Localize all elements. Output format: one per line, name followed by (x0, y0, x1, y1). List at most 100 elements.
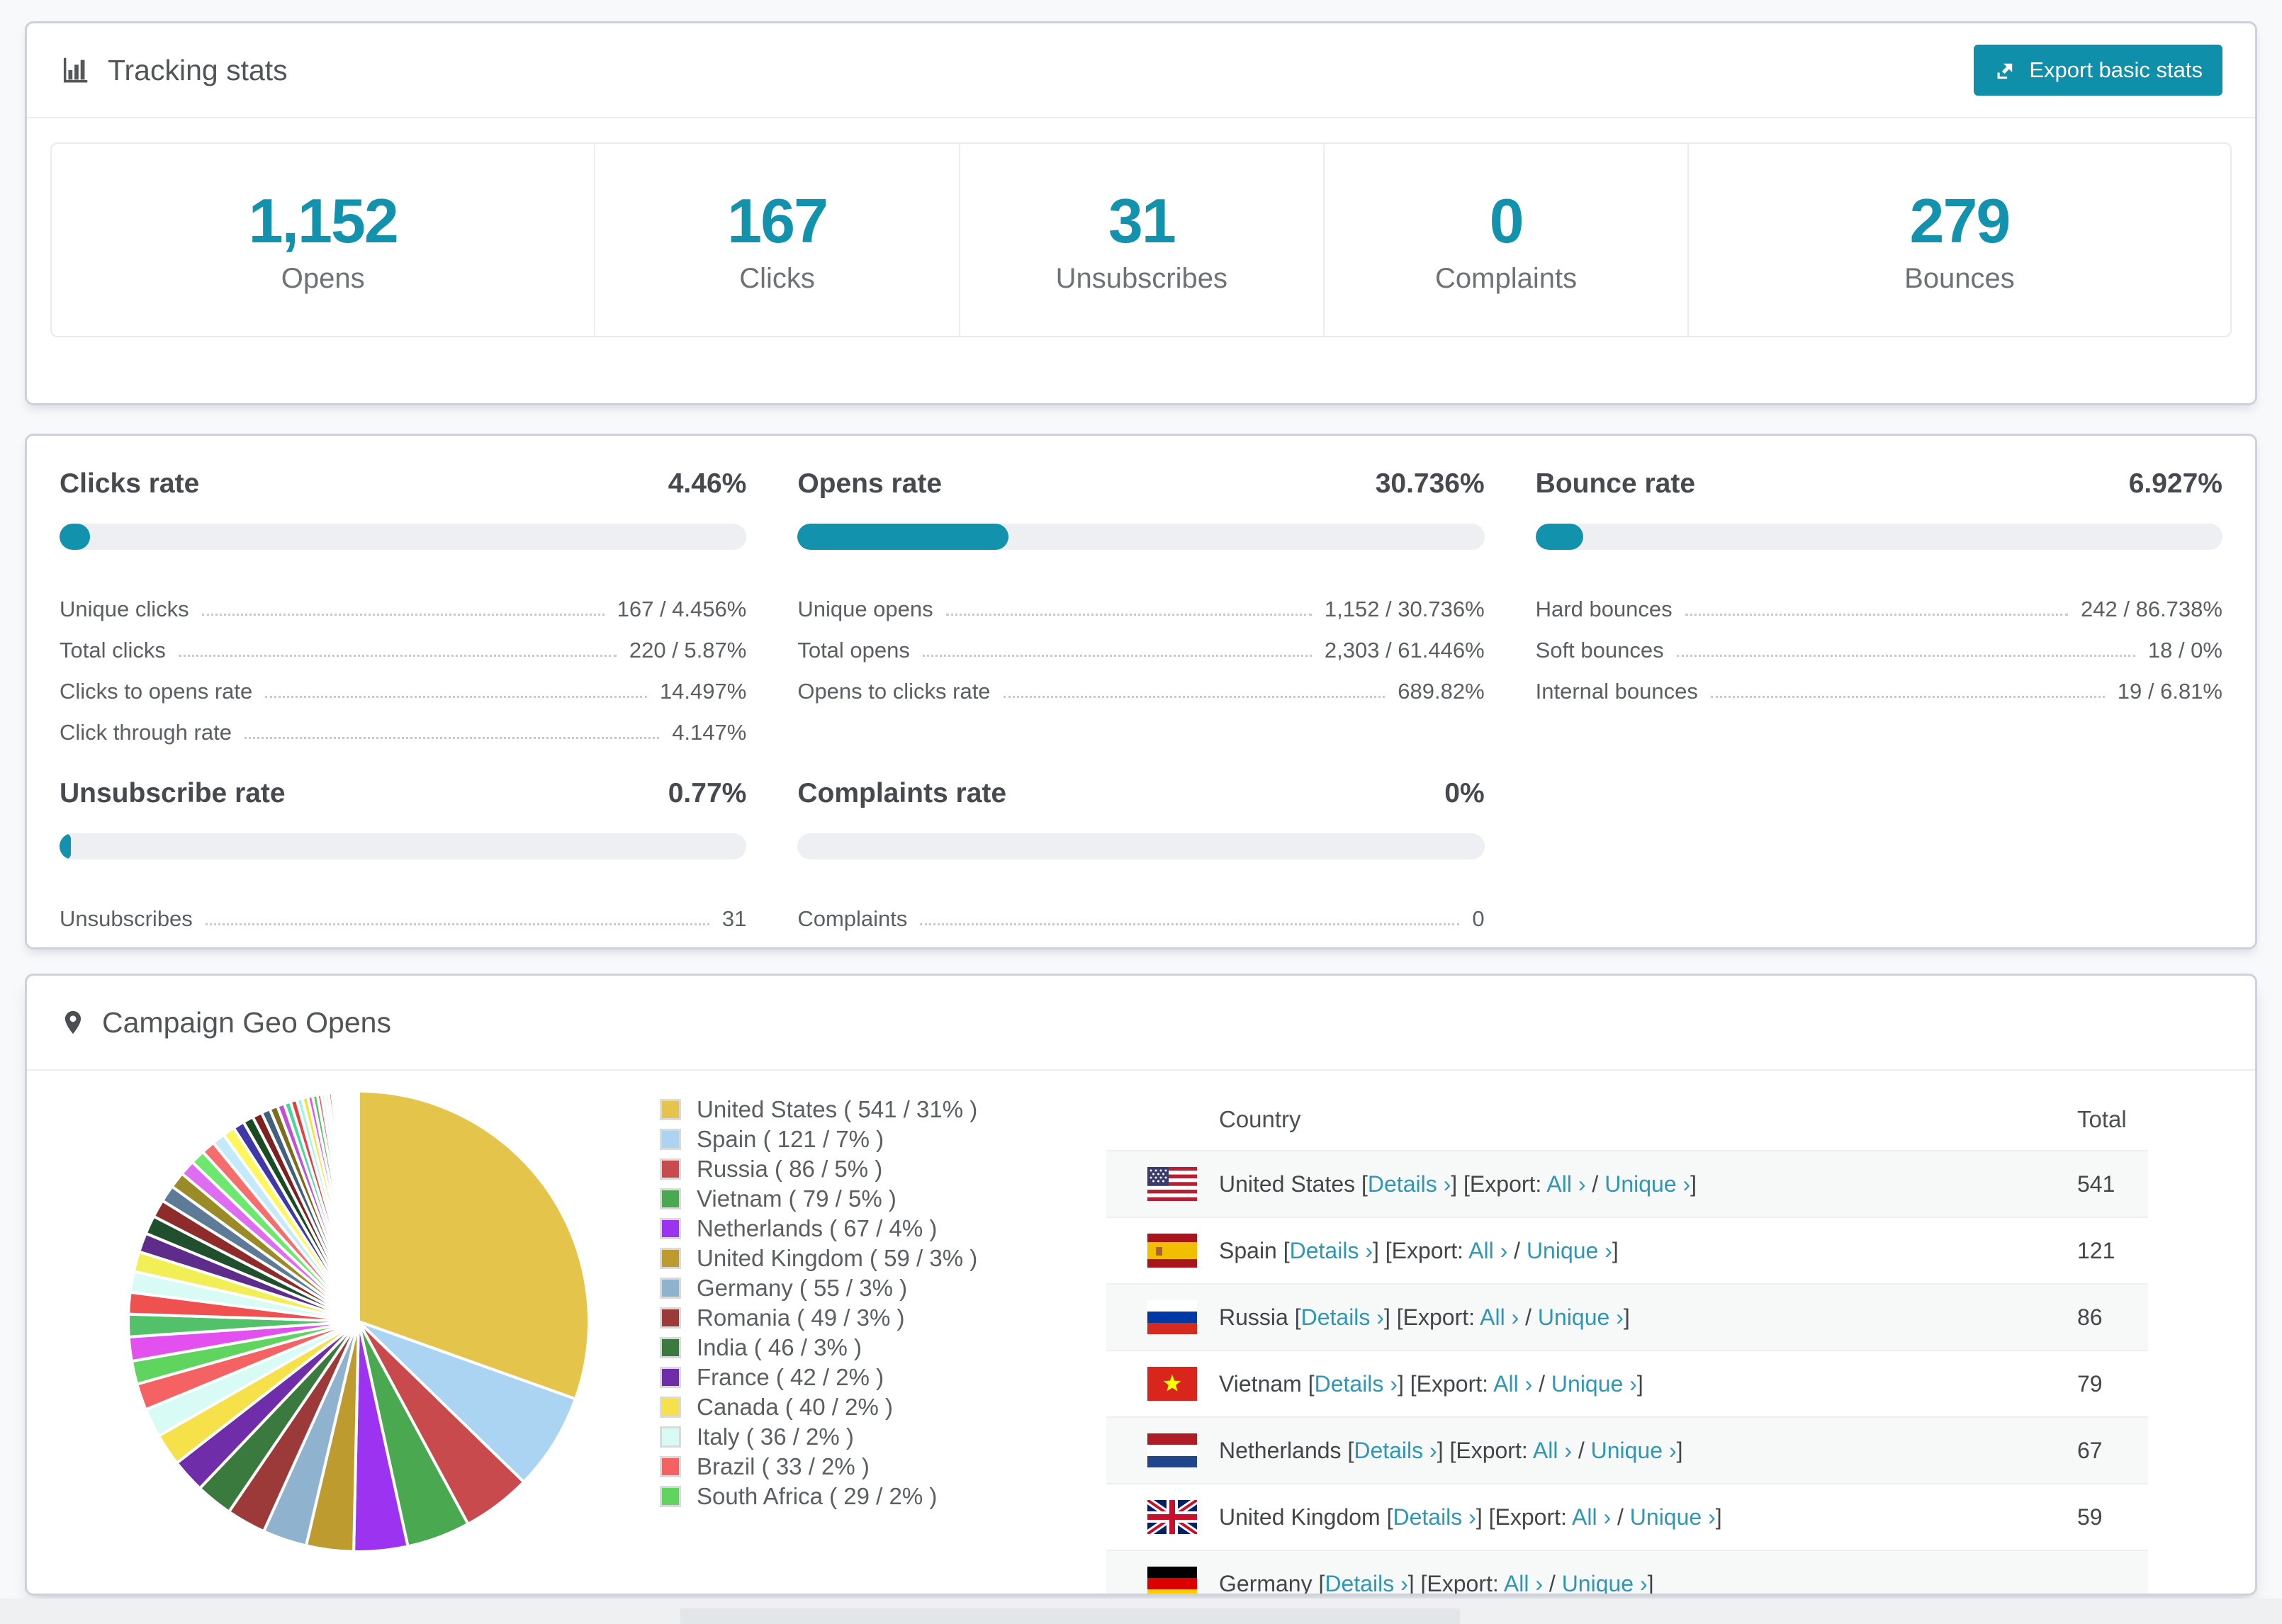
legend-swatch (660, 1307, 681, 1329)
details-link[interactable]: Details › (1393, 1504, 1476, 1530)
metric-value: 242 / 86.738% (2081, 597, 2222, 621)
export-unique-link[interactable]: Unique › (1526, 1237, 1612, 1263)
legend-item-russia: Russia ( 86 / 5% ) (660, 1154, 977, 1184)
metric-label: Total clicks (60, 638, 166, 662)
geo-table: Country Total United States [Details ›] … (1106, 1089, 2148, 1596)
legend-label: Germany ( 55 / 3% ) (697, 1275, 908, 1301)
export-all-link[interactable]: All › (1468, 1237, 1508, 1263)
card-header: Campaign Geo Opens (27, 976, 2255, 1071)
total-cell: 59 (2077, 1504, 2103, 1530)
details-link[interactable]: Details › (1325, 1570, 1408, 1596)
export-all-link[interactable]: All › (1546, 1171, 1586, 1197)
export-basic-stats-button[interactable]: Export basic stats (1974, 45, 2222, 96)
stat-value: 279 (1909, 186, 2011, 256)
progressbar-fill (797, 524, 1009, 550)
legend-swatch (660, 1099, 681, 1120)
legend-item-romania: Romania ( 49 / 3% ) (660, 1303, 977, 1333)
export-unique-link[interactable]: Unique › (1551, 1370, 1637, 1397)
export-all-link[interactable]: All › (1503, 1570, 1544, 1596)
geo-opens-title: Campaign Geo Opens (102, 1005, 391, 1039)
complaints-rate-panel: Complaints rate 0% Complaints 0 (797, 778, 1485, 932)
stat-value: 0 (1489, 186, 1524, 256)
united-kingdom-flag-icon (1147, 1500, 1197, 1534)
dotted-leader (201, 614, 605, 616)
legend-item-united-kingdom: United Kingdom ( 59 / 3% ) (660, 1244, 977, 1273)
pie-slice-spain[interactable] (357, 1320, 578, 1484)
clicks-rate-panel: Clicks rate 4.46% Unique clicks 167 / 4.456… (60, 468, 747, 745)
export-unique-link[interactable]: Unique › (1590, 1437, 1677, 1463)
germany-flag-icon (1147, 1567, 1197, 1594)
panel-value: 6.927% (2128, 468, 2222, 499)
legend-label: Brazil ( 33 / 2% ) (697, 1453, 870, 1479)
details-link[interactable]: Details › (1300, 1304, 1384, 1330)
legend-swatch (660, 1486, 681, 1507)
export-unique-link[interactable]: Unique › (1537, 1304, 1624, 1330)
metric-row-total-opens: Total opens 2,303 / 61.446% (797, 622, 1484, 663)
legend-item-spain: Spain ( 121 / 7% ) (660, 1124, 977, 1154)
panel-value: 30.736% (1375, 468, 1485, 499)
legend-item-france: France ( 42 / 2% ) (660, 1363, 977, 1392)
legend-swatch (660, 1278, 681, 1299)
country-cell: Germany [Details ›] [Export: All › / Uni… (1219, 1570, 1654, 1596)
details-link[interactable]: Details › (1289, 1237, 1373, 1263)
stat-complaints: 0 Complaints (1322, 144, 1687, 336)
complaints-rate-progressbar (797, 833, 1485, 859)
export-all-link[interactable]: All › (1480, 1304, 1519, 1330)
metric-label: Click through rate (60, 720, 232, 745)
clicks-rate-progressbar (60, 524, 747, 550)
metric-row-opens-to-clicks-rate: Opens to clicks rate 689.82% (797, 663, 1484, 704)
metric-label: Opens to clicks rate (797, 679, 991, 704)
legend-swatch (660, 1218, 681, 1239)
metric-value: 220 / 5.87% (629, 638, 747, 662)
metric-row-clicks-to-opens-rate: Clicks to opens rate 14.497% (60, 663, 746, 704)
legend-swatch (660, 1456, 681, 1477)
country-cell: Netherlands [Details ›] [Export: All › /… (1219, 1437, 1683, 1463)
metric-row-complaints: Complaints 0 (797, 891, 1484, 932)
export-unique-link[interactable]: Unique › (1561, 1570, 1648, 1596)
legend-label: France ( 42 / 2% ) (697, 1364, 884, 1390)
details-link[interactable]: Details › (1367, 1171, 1451, 1197)
metric-value: 4.147% (672, 720, 747, 745)
stat-unsubscribes: 31 Unsubscribes (958, 144, 1323, 336)
metric-label: Internal bounces (1535, 679, 1698, 704)
opens-rate-progressbar (797, 524, 1485, 550)
tracking-stats-title: Tracking stats (108, 53, 288, 86)
panel-title: Unsubscribe rate (60, 778, 286, 808)
export-unique-link[interactable]: Unique › (1604, 1171, 1691, 1197)
table-row-united-states: United States [Details ›] [Export: All ›… (1106, 1150, 2148, 1217)
metric-row-soft-bounces: Soft bounces 18 / 0% (1536, 622, 2222, 663)
metric-value: 2,303 / 61.446% (1324, 638, 1485, 662)
table-row-germany: Germany [Details ›] [Export: All › / Uni… (1106, 1550, 2148, 1596)
spain-flag-icon (1147, 1234, 1197, 1268)
country-column-header: Country (1219, 1106, 1301, 1132)
pie-slice-other-52[interactable] (356, 1089, 360, 1322)
export-all-link[interactable]: All › (1493, 1370, 1533, 1397)
metric-value: 167 / 4.456% (617, 597, 747, 621)
export-unique-link[interactable]: Unique › (1629, 1504, 1716, 1530)
unsubscribe-rate-panel: Unsubscribe rate 0.77% Unsubscribes 31 (60, 778, 747, 932)
country-name: Vietnam (1219, 1370, 1302, 1397)
legend-label: South Africa ( 29 / 2% ) (697, 1483, 938, 1509)
export-all-link[interactable]: All › (1572, 1504, 1612, 1530)
legend-item-germany: Germany ( 55 / 3% ) (660, 1273, 977, 1303)
metric-row-total-clicks: Total clicks 220 / 5.87% (60, 622, 746, 663)
legend-swatch (660, 1129, 681, 1150)
table-row-russia: Russia [Details ›] [Export: All › / Uniq… (1106, 1283, 2148, 1350)
unsubscribe-rate-progressbar (60, 833, 747, 859)
dotted-leader (1710, 696, 2105, 698)
pie-slice-united-states[interactable] (357, 1089, 590, 1401)
country-name: Netherlands (1219, 1437, 1342, 1463)
country-cell: Russia [Details ›] [Export: All › / Uniq… (1219, 1304, 1630, 1330)
details-link[interactable]: Details › (1354, 1437, 1437, 1463)
stat-value: 1,152 (248, 186, 399, 256)
export-all-link[interactable]: All › (1532, 1437, 1572, 1463)
metric-label: Unsubscribes (60, 906, 193, 931)
details-link[interactable]: Details › (1314, 1370, 1398, 1397)
progressbar-fill (1535, 524, 1583, 550)
panel-title: Clicks rate (60, 468, 200, 499)
stat-bounces: 279 Bounces (1687, 144, 2230, 336)
total-cell: 121 (2077, 1237, 2115, 1263)
table-row-vietnam: Vietnam [Details ›] [Export: All › / Uni… (1106, 1350, 2148, 1416)
metric-label: Unique clicks (60, 597, 189, 621)
dotted-leader (265, 696, 647, 698)
